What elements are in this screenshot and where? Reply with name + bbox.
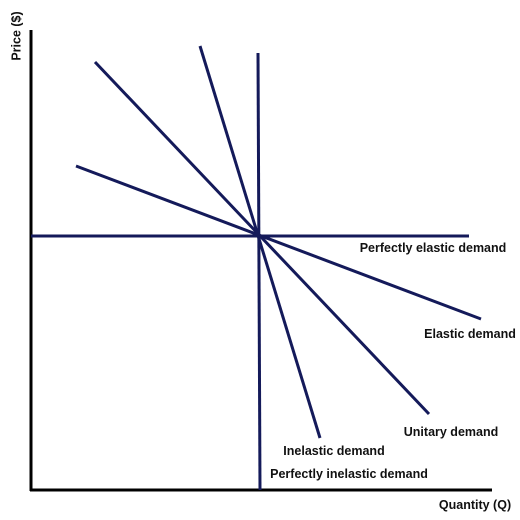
y-axis-label: Price ($) (9, 11, 23, 60)
inelastic-curve (198, 45, 322, 439)
unitary-label: Unitary demand (404, 425, 498, 439)
unitary-curve (93, 60, 431, 416)
elastic-label: Elastic demand (424, 327, 516, 341)
perfectly-elastic-label: Perfectly elastic demand (360, 241, 507, 255)
elastic-curve (75, 164, 482, 321)
x-axis-label: Quantity (Q) (439, 498, 511, 512)
perfectly-inelastic-curve (256, 52, 262, 491)
inelastic-label: Inelastic demand (283, 444, 384, 458)
perfectly-inelastic-label: Perfectly inelastic demand (270, 467, 428, 481)
